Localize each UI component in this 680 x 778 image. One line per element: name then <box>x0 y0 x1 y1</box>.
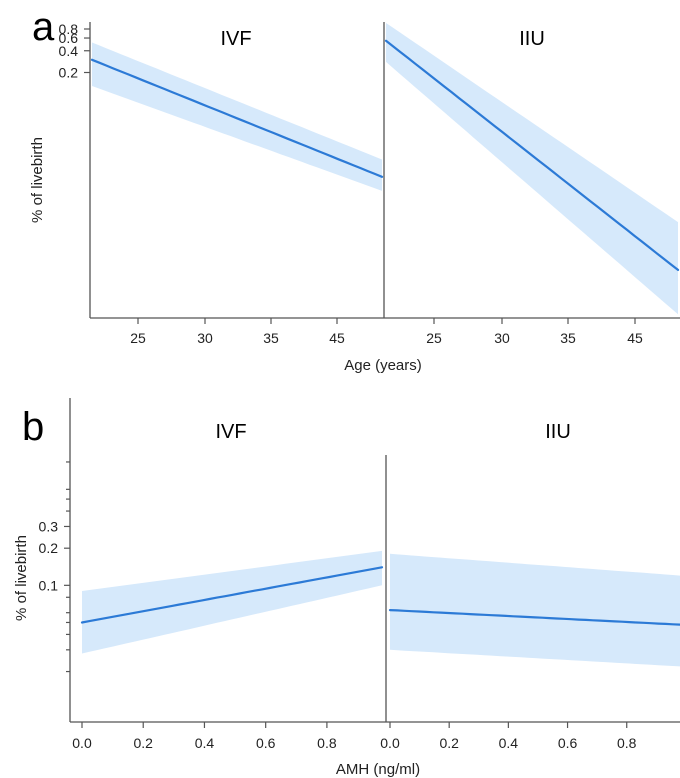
ci-band-b-iiu <box>390 553 680 667</box>
y-tick-label-a: 0.6 <box>59 30 79 46</box>
facet-title-ivf-a: IVF <box>220 28 251 50</box>
x-tick-label-a: 30 <box>197 330 213 346</box>
x-tick-label-b: 0.6 <box>256 735 276 751</box>
trend-line-b-iiu <box>388 608 680 626</box>
x-axis-title-b: AMH (ng/ml) <box>336 761 420 778</box>
x-tick-label-b: 0.4 <box>195 735 215 751</box>
trend-line-b-ivf <box>80 566 384 624</box>
x-tick-label-a: 45 <box>627 330 643 346</box>
trend-line-a-ivf <box>90 58 384 178</box>
panel-a: a IVF IIU Age (years) % of livebirth 0.8… <box>29 5 680 374</box>
facet-title-iiu-a: IIU <box>519 28 545 50</box>
x-tick-label-b: 0.8 <box>317 735 337 751</box>
y-tick-label-b: 0.1 <box>39 577 59 593</box>
ci-band-b-ivf <box>82 550 382 654</box>
x-tick-label-a: 35 <box>560 330 576 346</box>
x-tick-label-b: 0.8 <box>617 735 637 751</box>
x-tick-label-a: 25 <box>130 330 146 346</box>
y-tick-label-a: 0.2 <box>59 65 79 81</box>
panel-b: b IVF IIU AMH (ng/ml) % of livebirth 0.3… <box>13 398 680 778</box>
x-tick-label-a: 30 <box>494 330 510 346</box>
panel-letter-a: a <box>32 5 55 49</box>
y-axis-title-b: % of livebirth <box>13 535 30 621</box>
x-axis-title-a: Age (years) <box>344 357 422 374</box>
panel-letter-b: b <box>22 405 44 449</box>
y-tick-label-b: 0.3 <box>39 518 59 534</box>
x-tick-label-b: 0.6 <box>558 735 578 751</box>
ci-band-a-iiu <box>386 23 678 315</box>
y-tick-label-a: 0.8 <box>59 21 79 37</box>
y-tick-label-a: 0.4 <box>59 43 79 59</box>
trend-line-a-iiu <box>384 39 680 271</box>
x-tick-label-b: 0.4 <box>499 735 519 751</box>
x-tick-label-b: 0.0 <box>380 735 400 751</box>
x-tick-label-a: 45 <box>329 330 345 346</box>
ci-band-a-ivf <box>92 42 382 191</box>
x-tick-label-b: 0.2 <box>133 735 153 751</box>
facet-title-iiu-b: IIU <box>545 421 571 443</box>
x-tick-label-a: 25 <box>426 330 442 346</box>
x-tick-label-b: 0.2 <box>439 735 459 751</box>
x-tick-label-a: 35 <box>263 330 279 346</box>
y-tick-label-b: 0.2 <box>39 540 59 556</box>
facet-title-ivf-b: IVF <box>215 421 246 443</box>
y-axis-title-a: % of livebirth <box>29 137 46 223</box>
x-tick-label-b: 0.0 <box>72 735 92 751</box>
